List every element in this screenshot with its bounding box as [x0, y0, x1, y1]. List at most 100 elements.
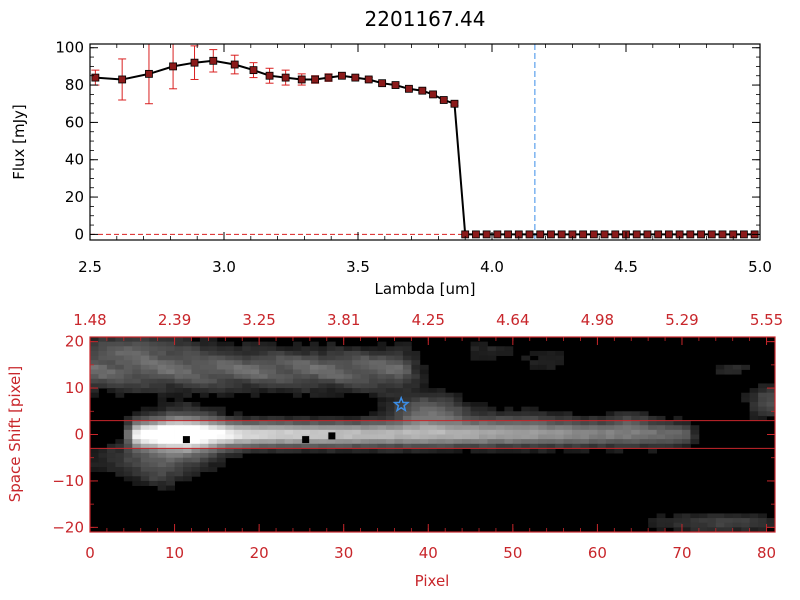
image-pixel [166, 415, 175, 421]
image-pixel [174, 392, 184, 398]
image-pixel [242, 346, 252, 352]
image-pixel [318, 374, 328, 380]
x-tick-label: 4.5 [614, 258, 638, 276]
image-pixel [191, 420, 201, 426]
image-pixel [166, 471, 175, 477]
image-pixel [487, 411, 497, 417]
image-pixel [115, 346, 125, 352]
image-pixel [385, 346, 395, 352]
image-pixel [521, 425, 531, 431]
image-pixel [436, 448, 446, 454]
image-pixel [766, 406, 776, 412]
image-pixel [140, 369, 150, 375]
image-pixel [199, 388, 209, 394]
image-pixel [132, 434, 142, 440]
image-pixel [335, 425, 345, 431]
image-pixel [216, 346, 226, 352]
image-pixel [132, 374, 142, 380]
flux-point [311, 75, 320, 84]
image-pixel [292, 346, 302, 352]
image-pixel [191, 415, 201, 421]
image-pixel [157, 457, 167, 463]
image-pixel [538, 448, 548, 454]
image-pixel [225, 378, 235, 384]
image-pixel [267, 448, 277, 454]
x-tick-label: 80 [757, 544, 776, 562]
image-pixel [284, 425, 294, 431]
image-pixel [199, 462, 209, 468]
image-pixel [419, 364, 429, 370]
flux-point [718, 230, 727, 239]
image-pixel [199, 350, 209, 356]
image-pixel [157, 420, 167, 426]
image-pixel [292, 350, 302, 356]
image-pixel [157, 467, 167, 473]
image-pixel [250, 346, 260, 352]
image-pixel [98, 360, 108, 366]
image-pixel [216, 415, 226, 421]
image-pixel [690, 527, 700, 533]
image-pixel [284, 434, 294, 440]
image-pixel [453, 411, 463, 417]
spectrum-plot-frame [89, 43, 761, 241]
image-pixel [174, 415, 184, 421]
image-pixel [166, 337, 175, 343]
image-pixel [242, 434, 252, 440]
image-pixel [411, 402, 421, 408]
image-pixel [546, 429, 556, 435]
image-pixel [242, 378, 252, 384]
image-pixel [656, 527, 666, 533]
image-pixel [98, 448, 108, 454]
image-pixel [98, 462, 108, 468]
image-pixel [538, 425, 548, 431]
image-pixel [250, 425, 260, 431]
image-pixel [419, 378, 429, 384]
image-pixel [233, 378, 243, 384]
image-pixel [377, 402, 387, 408]
image-pixel [479, 443, 488, 449]
image-pixel [453, 397, 463, 403]
image-pixel [681, 522, 691, 528]
image-pixel [301, 360, 311, 366]
image-pixel [479, 434, 488, 440]
x-tick-label: 30 [334, 544, 353, 562]
image-pixel [149, 415, 159, 421]
image-pixel [428, 415, 438, 421]
spectrum-chart: 2201167.44 2.5 3.0 3.5 4.0 4.5 5.0 0 20 40 60 80 1… [10, 7, 772, 298]
image-pixel [284, 448, 294, 454]
image-pixel [157, 439, 167, 445]
image-pixel [563, 439, 573, 445]
image-pixel [284, 443, 294, 449]
image-pixel [673, 420, 683, 426]
image-pixel [394, 392, 404, 398]
image-pixel [335, 350, 345, 356]
image-pixel [199, 378, 209, 384]
image-pixel [335, 429, 345, 435]
image-pixel [724, 527, 734, 533]
image-pixel [394, 397, 404, 403]
image-pixel [419, 392, 429, 398]
image-pixel [318, 346, 328, 352]
image-pixel [191, 374, 201, 380]
image-pixel [343, 415, 353, 421]
image-pixel [521, 406, 531, 412]
image-pixel [715, 369, 725, 375]
image-pixel [276, 420, 285, 426]
image-pixel [216, 439, 226, 445]
image-pixel [90, 350, 99, 356]
image-pixel [301, 346, 311, 352]
image-pixel [504, 439, 514, 445]
image-pixel [216, 369, 226, 375]
image-pixel [622, 439, 632, 445]
image-pixel [284, 355, 294, 361]
image-pixel [216, 341, 226, 347]
image-pixel [174, 388, 184, 394]
image-pixel [614, 429, 624, 435]
image-pixel [521, 415, 531, 421]
image-pixel [631, 420, 641, 426]
image-pixel [563, 411, 573, 417]
image-pixel [140, 476, 150, 482]
image-pixel [470, 402, 480, 408]
image-pixel [259, 374, 268, 380]
image-pixel [106, 369, 116, 375]
